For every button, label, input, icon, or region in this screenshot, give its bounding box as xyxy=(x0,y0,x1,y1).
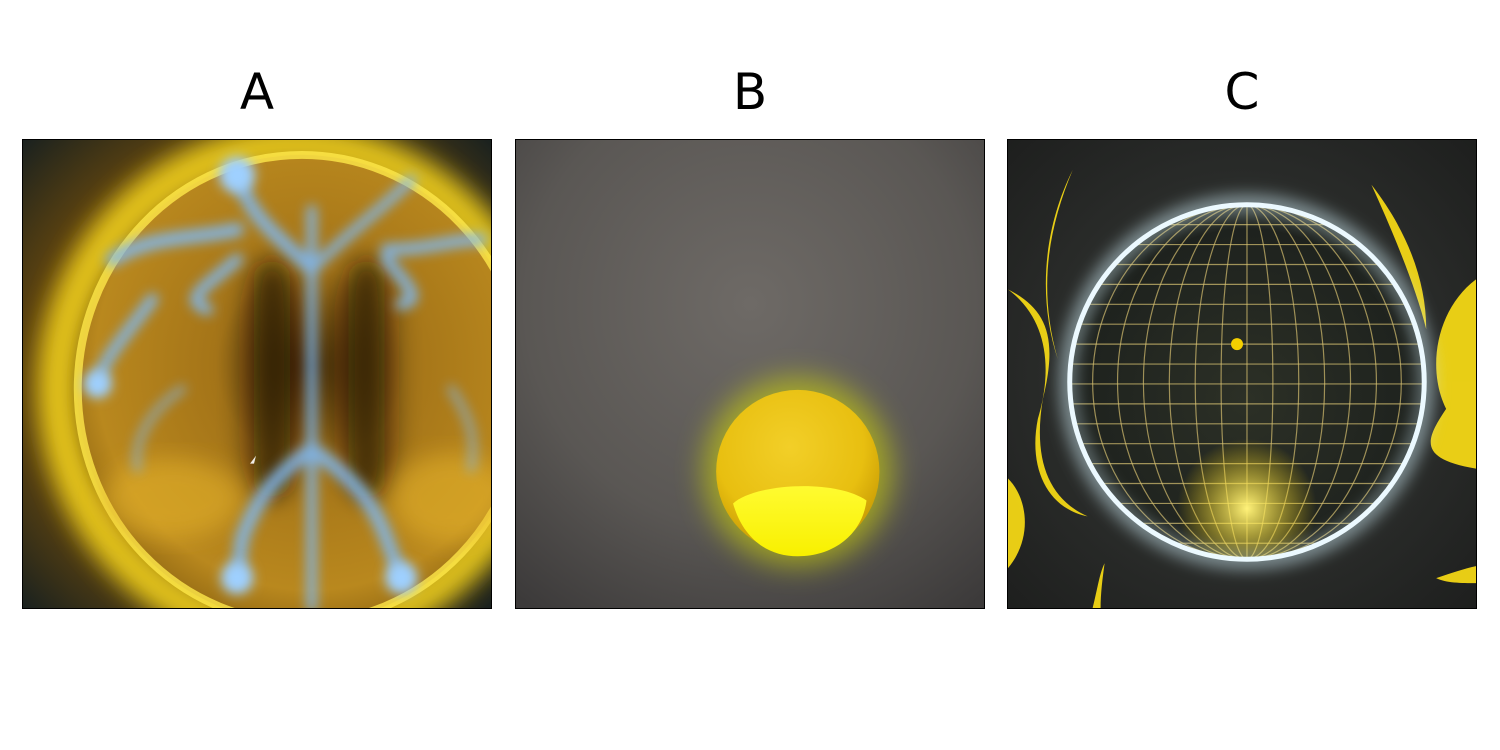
panel-b-title: B xyxy=(732,63,768,121)
panel-a-image xyxy=(22,139,492,609)
panel-b-image xyxy=(515,139,985,609)
panel-a-title: A xyxy=(239,63,275,121)
panel-c-image xyxy=(1007,139,1477,609)
panel-c-title: C xyxy=(1224,63,1260,121)
